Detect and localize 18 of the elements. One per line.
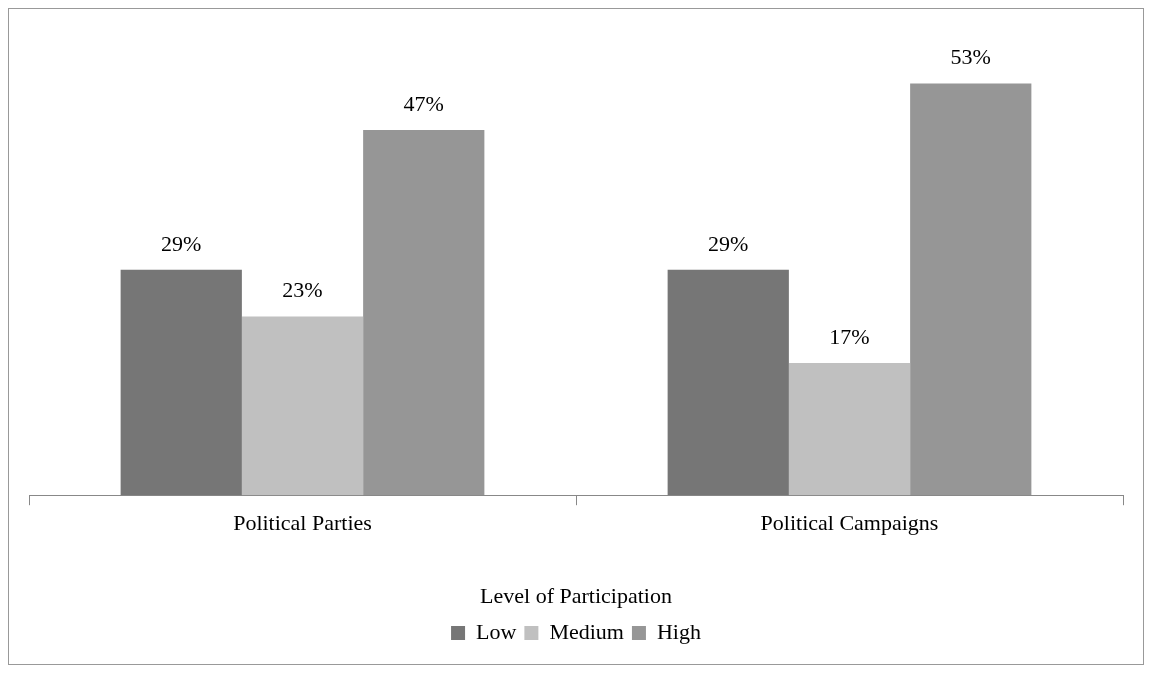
x-axis-title: Level of Participation xyxy=(480,582,672,608)
data-label: 23% xyxy=(282,277,323,303)
bar xyxy=(241,316,364,496)
data-label: 29% xyxy=(708,230,749,256)
bar xyxy=(910,83,1032,496)
bar xyxy=(363,130,485,496)
legend-label: High xyxy=(656,618,701,644)
data-label: 29% xyxy=(161,230,202,256)
data-label: 17% xyxy=(829,323,870,349)
bar xyxy=(788,363,911,496)
bar xyxy=(667,269,789,496)
x-tick-label: Political Campaigns xyxy=(760,510,939,536)
legend-label: Medium xyxy=(549,618,624,644)
bar xyxy=(120,269,242,496)
legend-label: Low xyxy=(476,618,517,644)
data-label: 53% xyxy=(950,44,991,70)
data-label: 47% xyxy=(403,90,444,116)
x-tick-label: Political Parties xyxy=(233,510,372,536)
